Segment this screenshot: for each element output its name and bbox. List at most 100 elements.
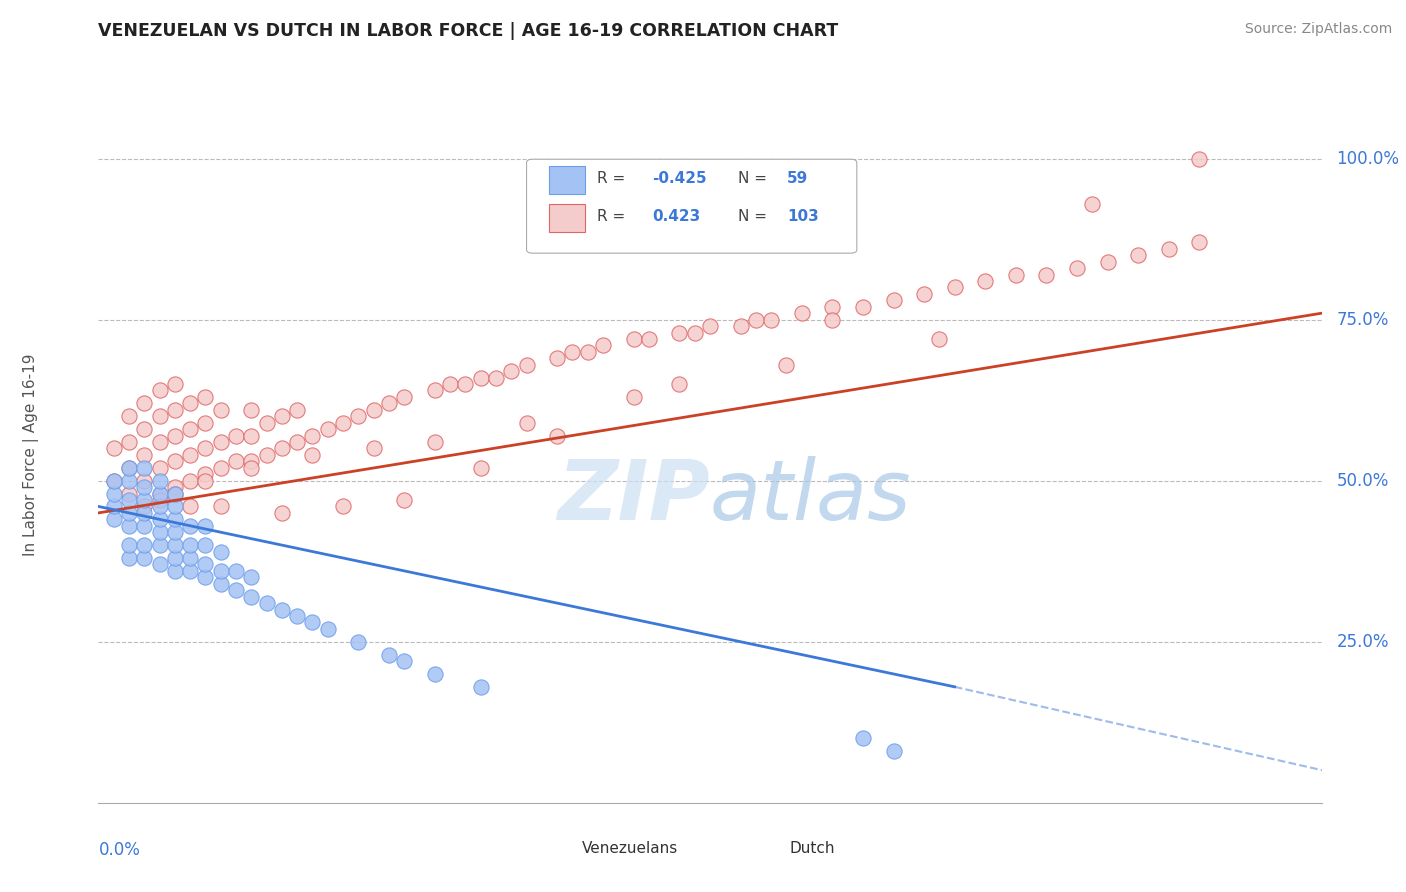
Point xyxy=(194,467,217,482)
Point xyxy=(149,500,172,514)
Point xyxy=(134,518,156,533)
Point xyxy=(163,486,186,500)
Point xyxy=(194,558,217,572)
Point xyxy=(485,370,508,384)
Point xyxy=(301,428,323,442)
Point xyxy=(821,312,844,326)
Point xyxy=(194,518,217,533)
Point xyxy=(163,377,186,392)
Point xyxy=(852,731,875,746)
Point xyxy=(1188,152,1211,166)
Point xyxy=(392,390,416,404)
Point xyxy=(347,409,370,424)
Text: N =: N = xyxy=(738,210,768,225)
Text: 59: 59 xyxy=(787,170,808,186)
Point xyxy=(270,409,292,424)
Point xyxy=(745,312,768,326)
Point xyxy=(179,564,201,578)
FancyBboxPatch shape xyxy=(548,204,585,232)
Point xyxy=(134,422,156,436)
Point xyxy=(516,416,538,430)
Point xyxy=(179,538,201,552)
Point xyxy=(928,332,950,346)
Point xyxy=(118,486,141,500)
Text: 75.0%: 75.0% xyxy=(1336,310,1389,328)
Point xyxy=(163,486,186,500)
Point xyxy=(470,460,492,475)
Point xyxy=(363,442,385,456)
Point xyxy=(974,274,997,288)
Point xyxy=(194,416,217,430)
Point xyxy=(821,300,844,314)
Point xyxy=(179,396,201,410)
Text: 0.423: 0.423 xyxy=(652,210,700,225)
Point xyxy=(118,551,141,566)
Point xyxy=(134,551,156,566)
Point xyxy=(285,402,308,417)
FancyBboxPatch shape xyxy=(747,836,780,862)
Point xyxy=(134,460,156,475)
Point xyxy=(118,409,141,424)
Point xyxy=(209,402,232,417)
Point xyxy=(134,396,156,410)
Text: 0.0%: 0.0% xyxy=(98,841,141,859)
Text: R =: R = xyxy=(598,170,626,186)
Point xyxy=(883,293,905,308)
FancyBboxPatch shape xyxy=(538,836,574,862)
Text: Venezuelans: Venezuelans xyxy=(582,841,678,856)
Point xyxy=(149,525,172,540)
Point xyxy=(270,602,292,616)
Point xyxy=(149,486,172,500)
Point xyxy=(118,493,141,508)
Text: Source: ZipAtlas.com: Source: ZipAtlas.com xyxy=(1244,22,1392,37)
Point xyxy=(103,512,125,526)
Point xyxy=(209,564,232,578)
Point xyxy=(439,377,461,392)
Point xyxy=(623,332,645,346)
Text: Dutch: Dutch xyxy=(790,841,835,856)
Point xyxy=(163,428,186,442)
Point xyxy=(501,364,523,378)
Point xyxy=(163,512,186,526)
Point xyxy=(1157,242,1180,256)
Point xyxy=(194,474,217,488)
Point xyxy=(912,286,935,301)
Point xyxy=(270,442,292,456)
Point xyxy=(134,500,156,514)
Point xyxy=(378,648,401,662)
Point xyxy=(301,615,323,630)
Point xyxy=(683,326,706,340)
Point xyxy=(240,570,263,584)
Text: ZIP: ZIP xyxy=(557,456,710,537)
Point xyxy=(179,500,201,514)
Point xyxy=(637,332,661,346)
Point xyxy=(149,538,172,552)
Point xyxy=(118,460,141,475)
Point xyxy=(149,460,172,475)
Point xyxy=(240,428,263,442)
Point xyxy=(1066,261,1088,276)
Point xyxy=(423,435,446,450)
Point xyxy=(392,493,416,508)
Point xyxy=(163,564,186,578)
Point xyxy=(209,500,232,514)
Point xyxy=(546,428,568,442)
Point xyxy=(103,486,125,500)
Text: 100.0%: 100.0% xyxy=(1336,150,1399,168)
Point xyxy=(225,428,247,442)
Point xyxy=(668,377,690,392)
Point xyxy=(118,518,141,533)
Point xyxy=(134,506,156,520)
Point xyxy=(316,622,339,636)
Point xyxy=(118,460,141,475)
Point xyxy=(103,474,125,488)
Point xyxy=(163,525,186,540)
Point xyxy=(149,493,172,508)
Text: In Labor Force | Age 16-19: In Labor Force | Age 16-19 xyxy=(22,353,39,557)
Point xyxy=(943,280,966,294)
Point xyxy=(149,558,172,572)
Point xyxy=(163,538,186,552)
Point xyxy=(561,344,583,359)
Point xyxy=(179,422,201,436)
Point xyxy=(270,506,292,520)
